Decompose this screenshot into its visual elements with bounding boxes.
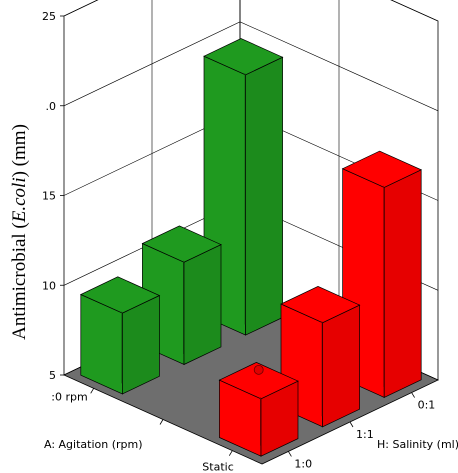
y-tick <box>288 451 292 457</box>
y-tick <box>349 421 354 428</box>
z-tick-label: .0 <box>46 100 57 113</box>
x-tick <box>90 388 95 394</box>
z-axis-title-prefix: Antimicrobial ( <box>9 222 30 340</box>
bar-red <box>341 150 423 398</box>
bar-face-top <box>141 225 222 263</box>
x-axis-title: A: Agitation (rpm) <box>44 438 143 451</box>
design-point <box>253 364 264 375</box>
x-tick <box>228 450 233 456</box>
z-axis-title: Antimicrobial (E.coli) (mm) <box>9 124 30 340</box>
bar-face-right <box>183 244 222 366</box>
z-gridline <box>63 0 439 22</box>
y-tick <box>411 392 415 398</box>
y-tick-label: 1:0 <box>294 457 312 470</box>
bar-face-top <box>218 362 299 400</box>
z-tick-label: 5 <box>49 369 56 382</box>
bar-red <box>280 286 361 428</box>
axes: 5 10 15 .0 25 :0 rpm Static 1:0 1:1 0:1 <box>42 10 435 473</box>
z-axis-title-italic: E.coli <box>9 177 30 223</box>
bar-green <box>79 276 161 395</box>
bar-face-top <box>203 38 284 76</box>
x-tick-label: Static <box>202 461 233 473</box>
bar-face-top <box>341 150 423 188</box>
bars <box>79 38 423 457</box>
y-tick-label: 1:1 <box>356 428 374 441</box>
bar-green <box>141 225 222 366</box>
x-tick-label: :0 rpm <box>51 390 87 403</box>
z-tick-label: 15 <box>42 190 56 203</box>
z-gridline <box>63 21 439 112</box>
x-tick <box>159 419 164 425</box>
y-axis-title: H: Salinity (ml) <box>377 438 458 451</box>
bar-face-right <box>383 169 422 398</box>
bar-face-right <box>322 304 360 428</box>
z-tick-label: 25 <box>42 10 56 23</box>
bar-face-right <box>245 56 283 336</box>
z-axis-title-suffix: ) (mm) <box>9 124 30 177</box>
bar-face-top <box>280 286 361 324</box>
bar-face-top <box>79 276 161 314</box>
y-tick-label: 0:1 <box>418 399 436 412</box>
z-tick-label: 10 <box>42 279 56 292</box>
bar-red <box>218 362 299 457</box>
